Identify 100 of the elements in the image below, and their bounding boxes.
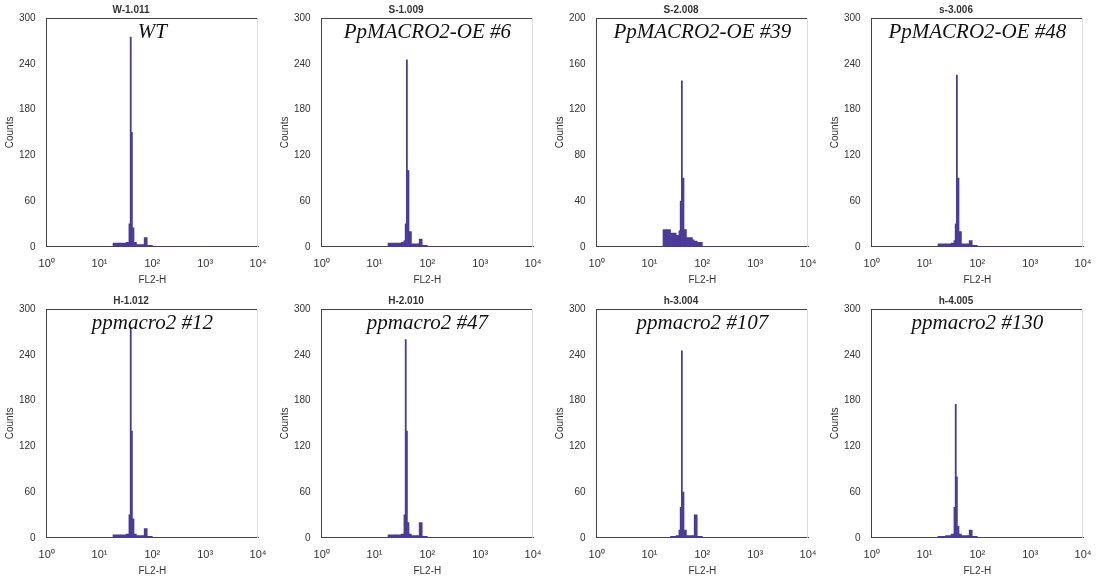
annotation: PpMACRO2-OE #6	[342, 19, 512, 44]
chart-title: h-4.005	[938, 294, 974, 306]
y-tick-label: 0	[580, 531, 587, 543]
y-tick-label: 80	[574, 149, 587, 161]
y-tick-label: 180	[294, 103, 312, 115]
y-tick-label: 0	[855, 240, 862, 252]
y-tick-label: 120	[844, 149, 862, 161]
x-tick-label: 10⁰	[863, 257, 880, 270]
y-axis-title: Counts	[278, 116, 290, 149]
y-axis-title: Counts	[828, 116, 840, 149]
chart-title: S-1.009	[388, 3, 424, 15]
y-tick-label: 0	[30, 531, 37, 543]
x-tick-label: 10⁴	[524, 257, 542, 270]
x-tick-label: 10³	[1022, 548, 1039, 561]
y-tick-label: 60	[849, 194, 862, 206]
y-tick-label: 240	[844, 348, 862, 360]
y-tick-label: 120	[569, 103, 587, 115]
y-axis-title: Counts	[278, 407, 290, 440]
y-tick-label: 300	[19, 302, 37, 314]
y-tick-label: 200	[569, 11, 587, 23]
x-axis-title: FL2-H	[688, 564, 717, 576]
x-tick-label: 10⁴	[249, 548, 267, 561]
x-tick-label: 10¹	[641, 548, 658, 561]
y-tick-label: 120	[294, 149, 312, 161]
x-tick-label: 10²	[419, 548, 436, 561]
y-tick-label: 240	[569, 348, 587, 360]
x-tick-label: 10³	[1022, 257, 1039, 270]
x-tick-label: 10⁰	[588, 257, 605, 270]
x-tick-label: 10⁴	[799, 548, 817, 561]
x-tick-label: 10¹	[641, 257, 658, 270]
annotation: ppmacro2 #130	[909, 310, 1044, 335]
y-axis-title: Counts	[828, 407, 840, 440]
y-tick-label: 300	[19, 11, 37, 23]
x-tick-label: 10⁴	[1074, 548, 1092, 561]
y-axis-title: Counts	[553, 407, 565, 440]
x-tick-label: 10⁰	[313, 257, 330, 270]
x-tick-label: 10³	[747, 548, 764, 561]
y-tick-label: 60	[299, 194, 312, 206]
y-tick-label: 300	[294, 302, 312, 314]
x-tick-label: 10³	[197, 257, 214, 270]
y-tick-label: 160	[569, 57, 587, 69]
y-tick-label: 120	[844, 440, 862, 452]
y-tick-label: 0	[580, 240, 587, 252]
y-tick-label: 180	[19, 394, 37, 406]
y-tick-label: 0	[30, 240, 37, 252]
y-tick-label: 240	[294, 348, 312, 360]
x-tick-label: 10⁰	[863, 548, 880, 561]
y-tick-label: 300	[844, 302, 862, 314]
x-tick-label: 10²	[144, 548, 161, 561]
y-tick-label: 300	[294, 11, 312, 23]
y-tick-label: 60	[299, 485, 312, 497]
y-axis-title: Counts	[553, 116, 565, 149]
x-tick-label: 10⁰	[313, 548, 330, 561]
chart-title: H-1.012	[113, 294, 150, 306]
x-tick-label: 10³	[472, 548, 489, 561]
x-tick-label: 10⁴	[524, 548, 542, 561]
chart-title: h-3.004	[663, 294, 699, 306]
y-tick-label: 120	[294, 440, 312, 452]
x-tick-label: 10³	[747, 257, 764, 270]
chart-title: S-2.008	[663, 3, 699, 15]
chart-title: W-1.011	[112, 3, 150, 15]
chart-title: s-3.006	[939, 3, 974, 15]
y-tick-label: 240	[294, 57, 312, 69]
chart-title: H-2.010	[388, 294, 425, 306]
y-tick-label: 0	[855, 531, 862, 543]
x-tick-label: 10⁴	[1074, 257, 1092, 270]
x-tick-label: 10⁴	[799, 257, 817, 270]
y-tick-label: 60	[24, 485, 37, 497]
x-tick-label: 10⁰	[38, 548, 55, 561]
annotation: PpMACRO2-OE #39	[612, 19, 792, 44]
x-tick-label: 10¹	[916, 548, 933, 561]
x-tick-label: 10¹	[916, 257, 933, 270]
y-axis-title: Counts	[3, 116, 15, 149]
x-tick-label: 10⁰	[38, 257, 55, 270]
y-tick-label: 120	[19, 440, 37, 452]
y-tick-label: 180	[294, 394, 312, 406]
annotation: WT	[137, 19, 169, 44]
annotation: ppmacro2 #47	[364, 310, 490, 335]
x-tick-label: 10²	[694, 257, 711, 270]
x-tick-label: 10²	[419, 257, 436, 270]
y-tick-label: 60	[849, 485, 862, 497]
y-tick-label: 0	[305, 531, 312, 543]
x-tick-label: 10⁰	[588, 548, 605, 561]
y-tick-label: 240	[19, 348, 37, 360]
y-tick-label: 60	[574, 485, 587, 497]
x-tick-label: 10¹	[366, 548, 383, 561]
y-tick-label: 120	[19, 149, 37, 161]
y-axis-title: Counts	[3, 407, 15, 440]
y-tick-label: 180	[844, 103, 862, 115]
annotation: ppmacro2 #107	[634, 310, 770, 335]
y-tick-label: 180	[569, 394, 587, 406]
annotation: ppmacro2 #12	[89, 310, 214, 335]
y-tick-label: 40	[574, 194, 587, 206]
y-tick-label: 180	[844, 394, 862, 406]
x-tick-label: 10¹	[91, 548, 108, 561]
x-axis-title: FL2-H	[963, 564, 992, 576]
x-axis-title: FL2-H	[688, 273, 717, 285]
x-axis-title: FL2-H	[413, 273, 442, 285]
x-axis-title: FL2-H	[413, 564, 442, 576]
x-tick-label: 10²	[969, 548, 986, 561]
